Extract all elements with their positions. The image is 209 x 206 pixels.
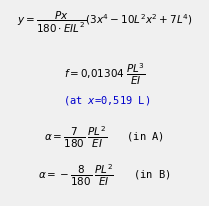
Text: $\alpha = -\dfrac{8}{180}\; \dfrac{PL^2}{EI}\qquad$(in B): $\alpha = -\dfrac{8}{180}\; \dfrac{PL^2}… [38, 163, 171, 188]
Text: $\alpha = \dfrac{7}{180}\; \dfrac{PL^2}{EI}\qquad$(in A): $\alpha = \dfrac{7}{180}\; \dfrac{PL^2}{… [45, 125, 164, 150]
Text: (at $x$=0,519 L): (at $x$=0,519 L) [63, 95, 150, 108]
Text: $f = 0{,}01304\; \dfrac{PL^3}{EI}$: $f = 0{,}01304\; \dfrac{PL^3}{EI}$ [64, 62, 145, 88]
Text: $y = \dfrac{Px}{180 \cdot EIL^2}\left(3x^4 - 10L^2x^2 + 7L^4\right)$: $y = \dfrac{Px}{180 \cdot EIL^2}\left(3x… [17, 10, 192, 35]
